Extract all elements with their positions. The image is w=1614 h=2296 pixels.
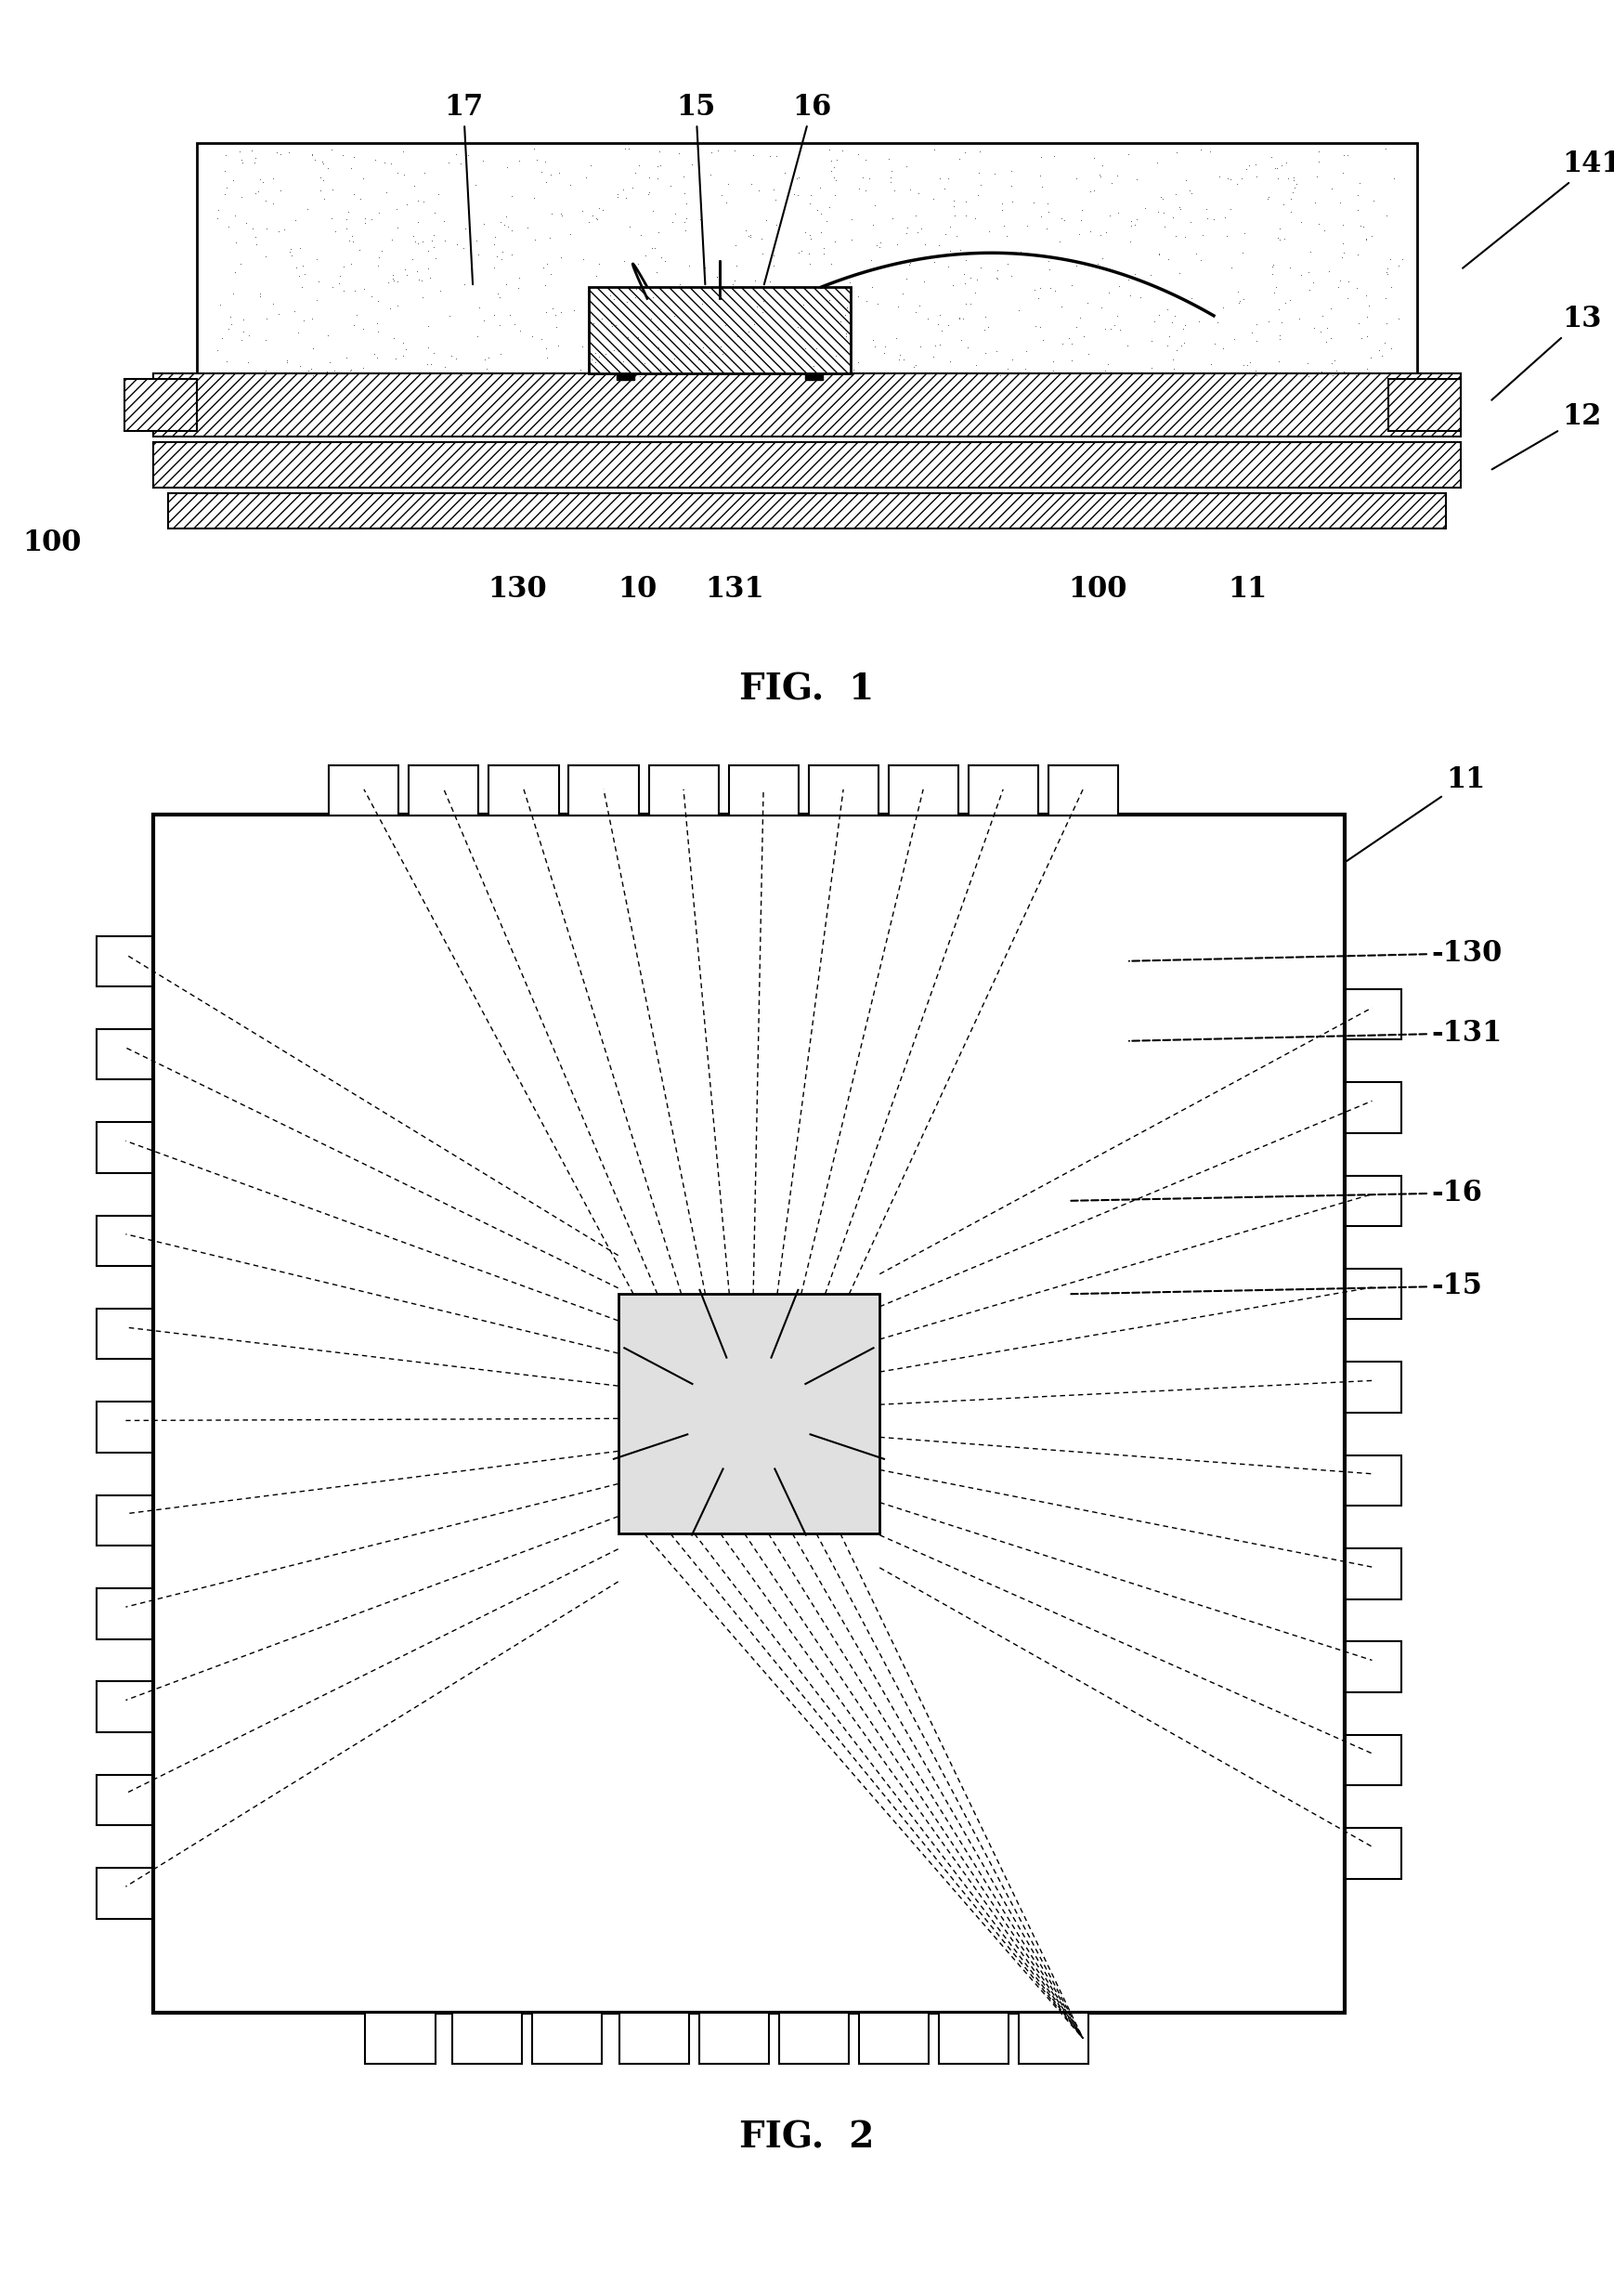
Bar <box>97 1403 152 1453</box>
Bar <box>153 815 1344 2014</box>
Bar <box>620 2014 689 2064</box>
Bar <box>888 765 959 815</box>
Bar <box>1388 379 1461 432</box>
Text: 100: 100 <box>23 528 81 558</box>
Bar <box>97 1029 152 1079</box>
Text: -16: -16 <box>1072 1178 1483 1208</box>
Text: 131: 131 <box>705 574 765 604</box>
Bar <box>1346 1270 1401 1320</box>
Bar <box>1346 1176 1401 1226</box>
Bar <box>124 379 197 432</box>
Bar <box>699 2014 770 2064</box>
Bar <box>533 2014 602 2064</box>
Bar <box>408 765 479 815</box>
Bar <box>1047 765 1119 815</box>
Text: -15: -15 <box>1072 1272 1483 1300</box>
Bar <box>939 2014 1009 2064</box>
Bar <box>97 1309 152 1359</box>
Bar <box>589 287 851 372</box>
Text: 130: 130 <box>487 574 547 604</box>
Bar <box>968 765 1038 815</box>
Bar <box>168 494 1446 528</box>
Text: 11: 11 <box>1346 765 1485 861</box>
Bar <box>568 765 639 815</box>
Bar <box>97 1681 152 1731</box>
Bar <box>649 765 718 815</box>
Bar <box>97 1495 152 1545</box>
Bar <box>97 1589 152 1639</box>
Bar <box>859 2014 930 2064</box>
Bar <box>1346 1548 1401 1598</box>
Bar <box>97 1869 152 1919</box>
Bar <box>153 372 1461 436</box>
Text: 11: 11 <box>1228 574 1267 604</box>
Bar <box>780 2014 849 2064</box>
Bar <box>805 372 823 379</box>
Bar <box>1346 990 1401 1040</box>
Bar <box>728 765 799 815</box>
Bar <box>1346 1081 1401 1132</box>
Text: -131: -131 <box>1130 1019 1503 1047</box>
Bar <box>617 372 634 379</box>
Bar <box>1018 2014 1089 2064</box>
Bar <box>489 765 558 815</box>
Text: 17: 17 <box>444 92 483 285</box>
Text: 141: 141 <box>1462 149 1614 269</box>
Bar <box>329 765 399 815</box>
Text: 13: 13 <box>1491 305 1601 400</box>
Bar <box>1346 1456 1401 1506</box>
Bar <box>809 765 878 815</box>
Text: 100: 100 <box>1068 574 1127 604</box>
Bar <box>153 441 1461 487</box>
Bar <box>97 937 152 987</box>
Text: FIG.  1: FIG. 1 <box>739 670 875 707</box>
Bar <box>1346 1828 1401 1878</box>
Bar <box>1346 1362 1401 1412</box>
Bar <box>197 142 1417 383</box>
Bar <box>1346 1736 1401 1786</box>
Text: 12: 12 <box>1491 402 1601 468</box>
Bar <box>365 2014 436 2064</box>
Text: FIG.  2: FIG. 2 <box>739 2119 875 2156</box>
Bar <box>97 1123 152 1173</box>
Bar <box>1346 1642 1401 1692</box>
Bar <box>97 1775 152 1825</box>
Bar <box>452 2014 523 2064</box>
Text: 15: 15 <box>676 92 715 285</box>
Text: 10: 10 <box>618 574 657 604</box>
Bar <box>618 1295 880 1534</box>
Bar <box>97 1215 152 1265</box>
Text: 16: 16 <box>763 92 831 285</box>
Text: -130: -130 <box>1130 939 1503 967</box>
